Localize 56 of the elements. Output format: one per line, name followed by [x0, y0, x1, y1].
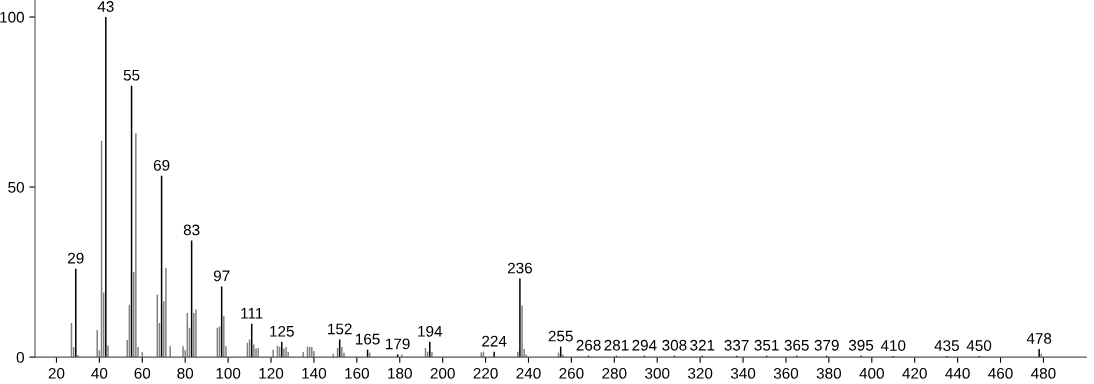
- x-tick-label: 440: [945, 367, 970, 379]
- annotation: 179: [386, 338, 410, 350]
- annotation: 450: [966, 340, 992, 351]
- annotation: 69: [153, 159, 170, 171]
- x-tick-label: 180: [388, 367, 412, 379]
- x-tick-label: 420: [902, 367, 927, 379]
- x-tick-label: 240: [516, 367, 541, 379]
- x-tick-label: 100: [216, 367, 241, 379]
- annotation: 365: [784, 339, 809, 351]
- annotation: 268: [576, 339, 601, 351]
- x-tick-label: 300: [645, 367, 670, 379]
- annotation: 435: [934, 340, 959, 351]
- x-tick-label: 260: [559, 367, 584, 379]
- annotation: 478: [1026, 333, 1052, 344]
- x-tick-label: 340: [730, 367, 756, 379]
- x-tick-label: 380: [816, 367, 842, 379]
- annotation: 152: [328, 323, 352, 335]
- x-tick-label: 200: [430, 367, 455, 379]
- x-tick-label: 40: [91, 367, 108, 379]
- y-tick-label: 50: [8, 181, 24, 193]
- annotation: 410: [880, 340, 906, 351]
- x-tick-label: 20: [48, 367, 65, 379]
- x-tick-label: 480: [1031, 367, 1056, 379]
- annotation: 308: [662, 339, 687, 351]
- annotation: 351: [754, 339, 779, 351]
- x-tick-label: 160: [345, 367, 369, 379]
- x-tick-label: 280: [602, 367, 627, 379]
- x-tick-label: 60: [134, 367, 151, 379]
- annotation: 83: [183, 224, 200, 236]
- annotation: 43: [97, 1, 114, 12]
- annotation: 55: [123, 69, 140, 81]
- annotation: 165: [355, 333, 380, 345]
- x-tick-label: 80: [177, 367, 194, 379]
- x-tick-label: 320: [687, 367, 713, 379]
- annotation: 321: [690, 339, 715, 351]
- annotation: 294: [632, 339, 657, 351]
- y-tick-label: 0: [16, 351, 24, 363]
- x-tick-label: 220: [473, 367, 498, 379]
- x-tick-label: 140: [302, 367, 327, 379]
- annotation: 236: [507, 262, 532, 274]
- annotation: 125: [270, 325, 294, 337]
- annotation: 224: [482, 335, 507, 347]
- annotation: 111: [241, 308, 263, 319]
- annotation: 255: [548, 330, 573, 342]
- x-tick-label: 400: [859, 367, 884, 379]
- annotation: 97: [213, 270, 230, 282]
- x-tick-label: 460: [988, 367, 1013, 379]
- x-tick-label: 120: [259, 367, 284, 379]
- annotation: 281: [604, 339, 629, 351]
- y-tick-label: 100: [0, 11, 24, 23]
- annotation: 395: [848, 339, 874, 351]
- annotation: 29: [68, 252, 84, 264]
- annotation: 379: [814, 339, 839, 351]
- annotation: 194: [418, 325, 443, 337]
- annotation: 337: [724, 339, 749, 351]
- x-tick-label: 360: [773, 367, 799, 379]
